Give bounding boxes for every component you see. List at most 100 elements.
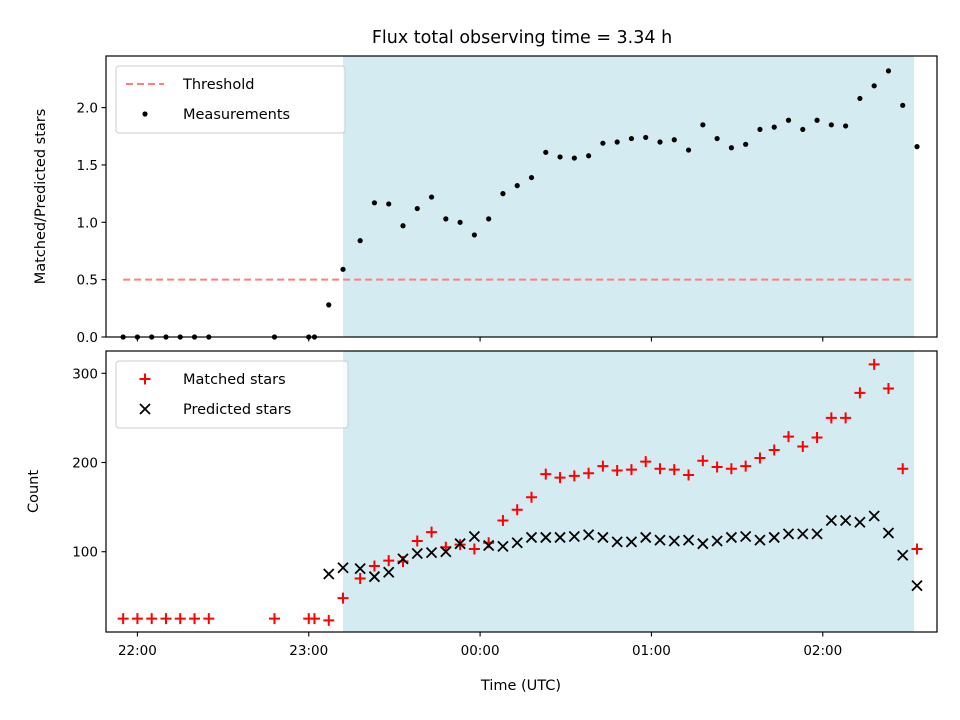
x-tick-label: 23:00 — [289, 643, 328, 659]
measurements-point — [771, 124, 777, 130]
matched-stars-point — [131, 613, 143, 625]
predicted-stars-point — [554, 531, 566, 544]
top-panel: 0.00.51.01.52.0 Matched/Predicted stars … — [33, 55, 938, 346]
matched-stars-point — [540, 468, 552, 480]
measurements-point — [586, 153, 592, 159]
matched-stars-point — [868, 358, 880, 370]
legend-box — [115, 65, 346, 134]
legend-box — [115, 360, 349, 429]
matched-stars-point — [654, 463, 666, 475]
measurements-point — [685, 147, 692, 153]
predicted-stars-point — [797, 528, 809, 540]
measurements-point — [386, 201, 392, 207]
observing-window-span — [343, 351, 915, 632]
measurements-point — [443, 216, 449, 222]
y-tick-label: 100 — [72, 545, 98, 561]
x-tick-label: 00:00 — [461, 643, 500, 659]
predicted-stars-point — [882, 527, 895, 539]
matched-stars-point — [840, 412, 852, 424]
measurements-point — [457, 219, 463, 225]
matched-stars-point — [354, 572, 366, 584]
matched-stars-point — [754, 452, 766, 464]
predicted-stars-point — [811, 528, 823, 540]
matched-stars-point — [611, 465, 623, 477]
x-tick-label: 22:00 — [118, 643, 157, 659]
bottom-panel-frame — [105, 350, 938, 633]
legend-label: Predicted stars — [183, 402, 291, 418]
matched-stars-point — [525, 491, 537, 503]
predicted-stars-point — [397, 553, 409, 565]
predicted-stars-point — [597, 531, 609, 544]
matched-stars-point — [337, 592, 349, 604]
predicted-stars-point — [668, 535, 680, 547]
matched-stars-point — [174, 613, 186, 625]
predicted-stars-point — [611, 536, 623, 548]
measurements-point — [700, 122, 706, 128]
bottom-y-axis-label: Count — [26, 470, 42, 513]
matched-stars-point — [189, 613, 201, 625]
measurements-point — [557, 154, 563, 160]
measurements-point — [714, 135, 720, 142]
measurements-point — [326, 302, 332, 308]
matched-stars-point — [640, 456, 652, 468]
top-y-axis-label: Matched/Predicted stars — [33, 109, 49, 285]
predicted-stars-point — [854, 516, 866, 528]
measurements-legend-handle — [142, 111, 148, 117]
predicted-stars-point — [511, 537, 523, 549]
predicted-stars-point — [625, 536, 638, 548]
measurements-point — [600, 140, 606, 146]
measurements-point — [643, 134, 649, 141]
measurements-point — [614, 139, 620, 145]
matched-stars-point — [911, 543, 923, 555]
predicted-stars-point — [897, 549, 909, 561]
matched-stars-point — [897, 463, 909, 475]
measurements-point — [814, 117, 820, 123]
legend-label: Threshold — [182, 77, 254, 93]
predicted-stars-point — [323, 568, 335, 580]
x-tick-label: 02:00 — [803, 643, 842, 659]
chart-title: Flux total observing time = 3.34 h — [372, 28, 672, 48]
predicted-stars-point — [682, 534, 695, 546]
y-tick-label: 2.0 — [77, 101, 98, 117]
measurements-point — [828, 122, 834, 128]
matched-stars-point — [854, 387, 866, 399]
measurements-point — [528, 174, 535, 181]
matched-stars-point — [683, 469, 695, 481]
predicted-stars-point — [454, 538, 466, 550]
matched-stars-point — [882, 382, 894, 394]
x-axis-label: Time (UTC) — [480, 678, 561, 694]
predicted-stars-point — [383, 566, 395, 578]
y-tick-label: 1.0 — [77, 215, 98, 231]
predicted-stars-point — [868, 510, 880, 522]
predicted-stars-point — [654, 534, 666, 546]
matched-stars-point — [583, 467, 595, 479]
measurements-point — [885, 68, 892, 74]
measurements-point — [843, 123, 849, 129]
predicted-stars-point — [839, 514, 852, 527]
matched-stars-point — [597, 460, 609, 472]
matched-stars-point — [740, 460, 752, 472]
measurements-point — [428, 194, 435, 200]
predicted-stars-point — [911, 579, 923, 592]
measurements-point — [357, 238, 363, 244]
predicted-stars-point — [740, 530, 752, 543]
measurements-point — [628, 135, 635, 142]
predicted-stars-point — [440, 546, 452, 558]
y-tick-label: 200 — [72, 456, 98, 472]
measurements-point — [514, 183, 520, 189]
predicted-stars-point — [725, 531, 738, 544]
matched-stars-point — [383, 555, 395, 567]
matched-stars-point — [426, 526, 438, 538]
matched-stars-point — [117, 613, 129, 625]
matched-stars-point — [668, 464, 680, 476]
matched-stars-point — [160, 613, 172, 625]
predicted-stars-point — [483, 539, 495, 552]
predicted-stars-point — [497, 540, 509, 552]
measurements-point — [900, 102, 906, 108]
measurements-point — [728, 145, 734, 151]
predicted-stars-point — [825, 514, 837, 527]
measurements-point — [800, 126, 806, 133]
matched-stars-point — [411, 535, 423, 547]
matched-stars-point — [468, 543, 480, 555]
